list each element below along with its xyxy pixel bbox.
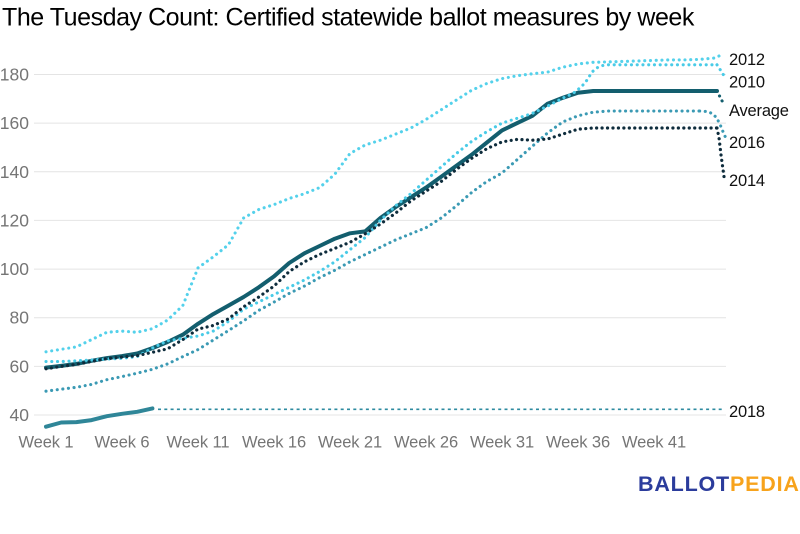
svg-text:80: 80	[10, 308, 30, 328]
svg-text:Week 16: Week 16	[242, 434, 306, 452]
svg-text:Week 36: Week 36	[546, 434, 610, 452]
svg-text:Week 6: Week 6	[94, 434, 149, 452]
svg-text:BALLOTPEDIA: BALLOTPEDIA	[638, 472, 800, 496]
svg-text:2016: 2016	[729, 134, 765, 152]
svg-text:2010: 2010	[729, 74, 765, 92]
svg-text:Average: Average	[729, 102, 789, 120]
svg-text:Week 11: Week 11	[167, 434, 230, 452]
svg-text:2018: 2018	[729, 403, 765, 421]
svg-text:100: 100	[0, 259, 29, 279]
svg-text:60: 60	[10, 356, 30, 376]
svg-text:The Tuesday Count: Certified s: The Tuesday Count: Certified statewide b…	[2, 4, 695, 32]
svg-text:Week 26: Week 26	[394, 434, 458, 452]
svg-text:180: 180	[0, 65, 29, 85]
svg-text:Week 1: Week 1	[18, 434, 73, 452]
svg-text:2014: 2014	[729, 172, 765, 190]
svg-text:140: 140	[0, 162, 29, 182]
svg-text:120: 120	[0, 210, 29, 230]
svg-text:Week 21: Week 21	[318, 434, 382, 452]
svg-text:2012: 2012	[729, 51, 765, 69]
svg-text:Week 41: Week 41	[622, 434, 686, 452]
svg-text:40: 40	[10, 405, 30, 425]
svg-text:160: 160	[0, 113, 29, 133]
svg-text:Week 31: Week 31	[470, 434, 534, 452]
